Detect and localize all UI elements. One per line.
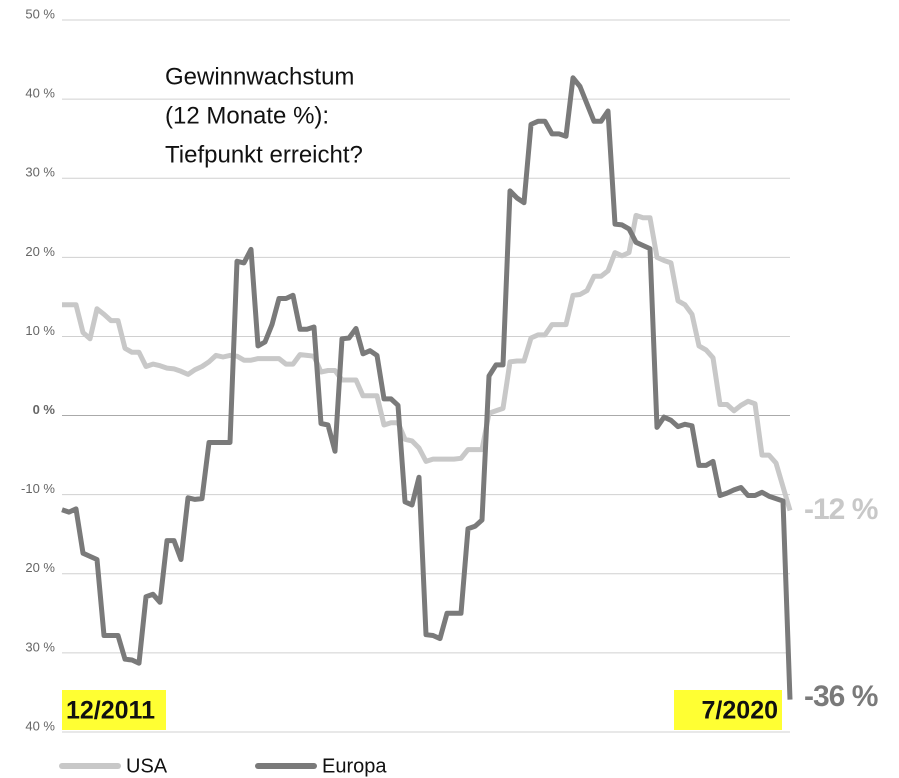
y-tick-label: -10 % xyxy=(21,481,55,496)
legend-label: Europa xyxy=(322,755,387,777)
end-label: -36 % xyxy=(804,680,878,713)
data-line xyxy=(61,75,793,700)
label-highlight xyxy=(62,690,166,730)
y-tick-label: 30 % xyxy=(25,639,55,654)
chart-title: (12 Monate %): xyxy=(165,102,329,129)
y-tick-label: 10 % xyxy=(25,323,55,338)
label-highlight xyxy=(674,690,782,730)
y-tick-label: 30 % xyxy=(25,165,55,180)
chart-title: Tiefpunkt erreicht? xyxy=(165,141,363,168)
y-tick-label: 50 % xyxy=(25,6,55,21)
y-tick-label: 40 % xyxy=(25,86,55,101)
x-tick-label: 12/2011 xyxy=(66,697,155,725)
end-label: -12 % xyxy=(804,493,878,526)
chart-title: Gewinnwachstum xyxy=(165,63,354,90)
y-tick-label: 40 % xyxy=(25,718,55,733)
y-tick-label: 0 % xyxy=(33,402,56,417)
legend-label: USA xyxy=(126,755,168,777)
data-line xyxy=(62,212,793,512)
x-tick-label: 7/2020 xyxy=(702,697,778,725)
y-tick-label: 20 % xyxy=(25,244,55,259)
y-tick-label: 20 % xyxy=(25,560,55,575)
